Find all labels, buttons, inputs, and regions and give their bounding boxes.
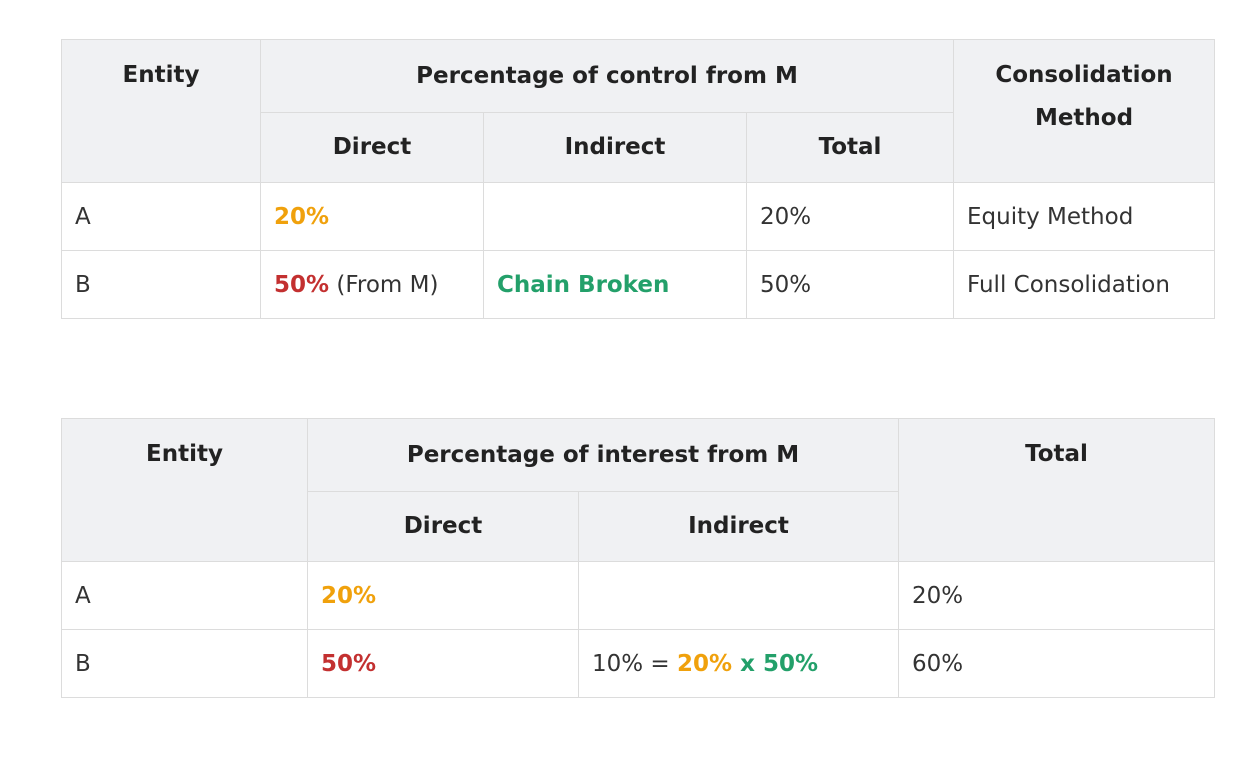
direct-cell: 20% <box>307 561 579 630</box>
total-cell: 50% <box>746 250 954 319</box>
entity-cell: A <box>61 182 261 251</box>
interest-total-header: Total <box>898 418 1215 562</box>
direct-cell: 50% <box>307 629 579 698</box>
total-cell: 20% <box>898 561 1215 630</box>
control-indirect-header: Indirect <box>483 112 747 183</box>
direct-cell: 50% (From M) <box>260 250 484 319</box>
indirect-factor-b: 50% <box>762 650 818 677</box>
indirect-value: Chain Broken <box>497 271 670 298</box>
interest-direct-header: Direct <box>307 491 579 562</box>
control-entity-header: Entity <box>61 39 261 183</box>
interest-indirect-header: Indirect <box>578 491 899 562</box>
indirect-prefix: 10% = <box>592 650 678 677</box>
direct-value: 50% <box>321 650 377 677</box>
table-row: A 20% 20% <box>61 561 1215 630</box>
table-row: B 50% 10% = 20% x 50% 60% <box>61 629 1215 698</box>
indirect-factor-a: 20% <box>677 650 733 677</box>
entity-cell: B <box>61 250 261 319</box>
control-table: Entity Percentage of control from M Cons… <box>61 39 1215 319</box>
indirect-cell: Chain Broken <box>483 250 747 319</box>
direct-value: 20% <box>274 203 330 230</box>
direct-value: 20% <box>321 582 377 609</box>
consolidation-method-header: Consolidation Method <box>953 39 1215 183</box>
interest-group-header: Percentage of interest from M <box>307 418 899 492</box>
total-cell: 20% <box>746 182 954 251</box>
interest-table: Entity Percentage of interest from M Tot… <box>61 418 1215 698</box>
indirect-cell <box>483 182 747 251</box>
control-total-header: Total <box>746 112 954 183</box>
method-cell: Equity Method <box>953 182 1215 251</box>
direct-note: (From M) <box>329 271 439 298</box>
total-cell: 60% <box>898 629 1215 698</box>
entity-cell: A <box>61 561 308 630</box>
indirect-cell <box>578 561 899 630</box>
indirect-times: x <box>732 650 763 677</box>
direct-cell: 20% <box>260 182 484 251</box>
direct-value: 50% <box>274 271 330 298</box>
method-cell: Full Consolidation <box>953 250 1215 319</box>
interest-entity-header: Entity <box>61 418 308 562</box>
table-row: B 50% (From M) Chain Broken 50% Full Con… <box>61 250 1215 319</box>
control-direct-header: Direct <box>260 112 484 183</box>
table-row: A 20% 20% Equity Method <box>61 182 1215 251</box>
indirect-cell: 10% = 20% x 50% <box>578 629 899 698</box>
control-group-header: Percentage of control from M <box>260 39 954 113</box>
entity-cell: B <box>61 629 308 698</box>
